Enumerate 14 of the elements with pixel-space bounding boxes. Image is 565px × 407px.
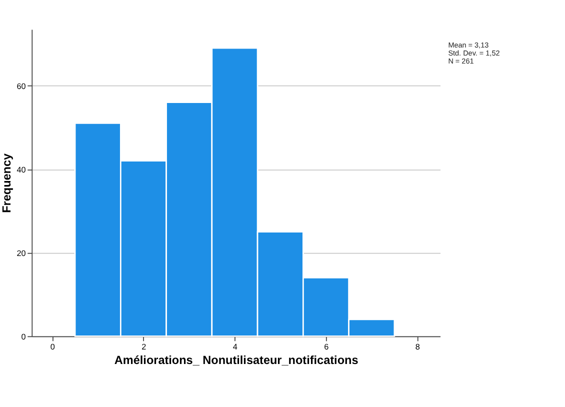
x-tick-label: 8 [415,342,420,352]
x-axis-title: Améliorations_ Nonutilisateur_notifications [114,354,359,367]
x-tick-label: 4 [232,342,238,352]
y-tick-label: 40 [16,165,26,174]
x-tick-label: 2 [142,342,147,352]
y-tick-label: 60 [16,82,26,91]
x-tick-label: 0 [50,342,56,352]
y-tick-label: 0 [21,332,26,342]
y-axis-title: Frequency [0,152,14,213]
x-tick-label: 6 [324,342,330,352]
text: Std. Dev. = 1,52 [448,48,500,58]
text: N = 261 [448,56,474,66]
text: Mean = 3,13 [448,40,489,50]
y-tick-label: 20 [16,248,26,258]
